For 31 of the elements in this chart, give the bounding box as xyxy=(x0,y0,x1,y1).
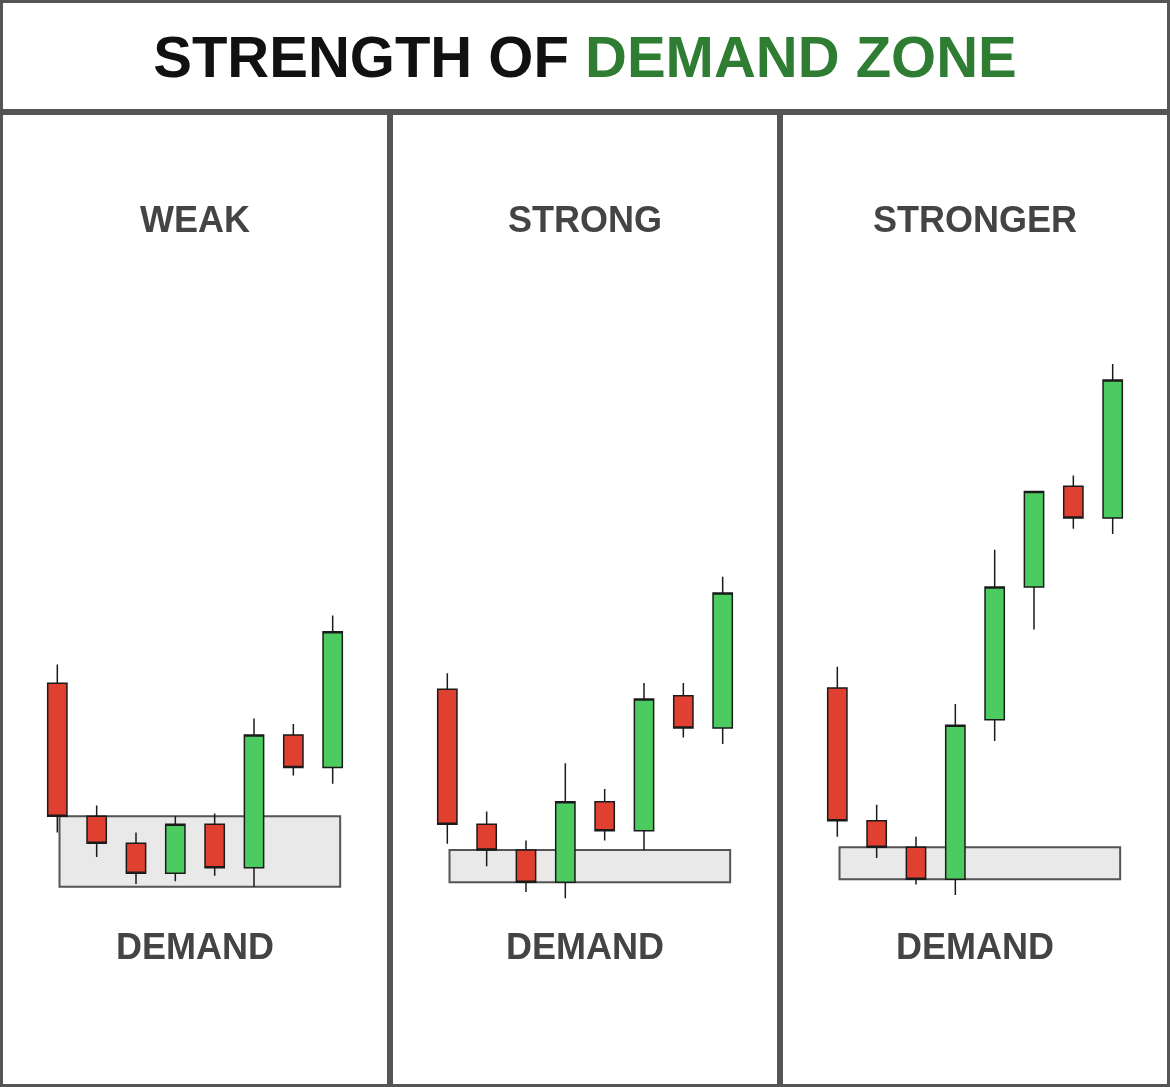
candlestick xyxy=(1023,490,1045,631)
candlestick xyxy=(282,723,304,777)
candlestick xyxy=(46,663,68,834)
candlestick xyxy=(436,672,458,845)
text: STRENGTH OF DEMAND ZONE xyxy=(3,3,1167,115)
candlestick xyxy=(905,835,927,886)
chart-title: STRONG xyxy=(508,199,663,240)
candlestick xyxy=(594,788,616,842)
candlestick xyxy=(672,682,694,739)
chart-title: STRONGER xyxy=(873,199,1078,240)
candlestick xyxy=(554,762,576,900)
text: DEMAND xyxy=(116,926,274,967)
chart-title: WEAK xyxy=(140,199,250,240)
candlestick xyxy=(86,804,108,858)
candlestick xyxy=(243,717,265,888)
candlestick xyxy=(1062,474,1084,530)
candlestick xyxy=(712,576,734,745)
candlestick xyxy=(164,815,186,883)
candlestick xyxy=(125,831,147,885)
candlestick xyxy=(633,682,655,851)
candlestick xyxy=(944,703,966,896)
candlestick xyxy=(984,549,1006,742)
candlestick xyxy=(866,804,888,859)
candlestick xyxy=(1102,363,1124,535)
text: DEMAND xyxy=(506,926,664,967)
candlestick xyxy=(322,614,344,785)
candlestick xyxy=(515,839,537,893)
text: DEMAND xyxy=(896,926,1054,967)
candlestick xyxy=(476,810,498,867)
candlestick xyxy=(826,665,848,838)
candlestick xyxy=(204,812,226,877)
